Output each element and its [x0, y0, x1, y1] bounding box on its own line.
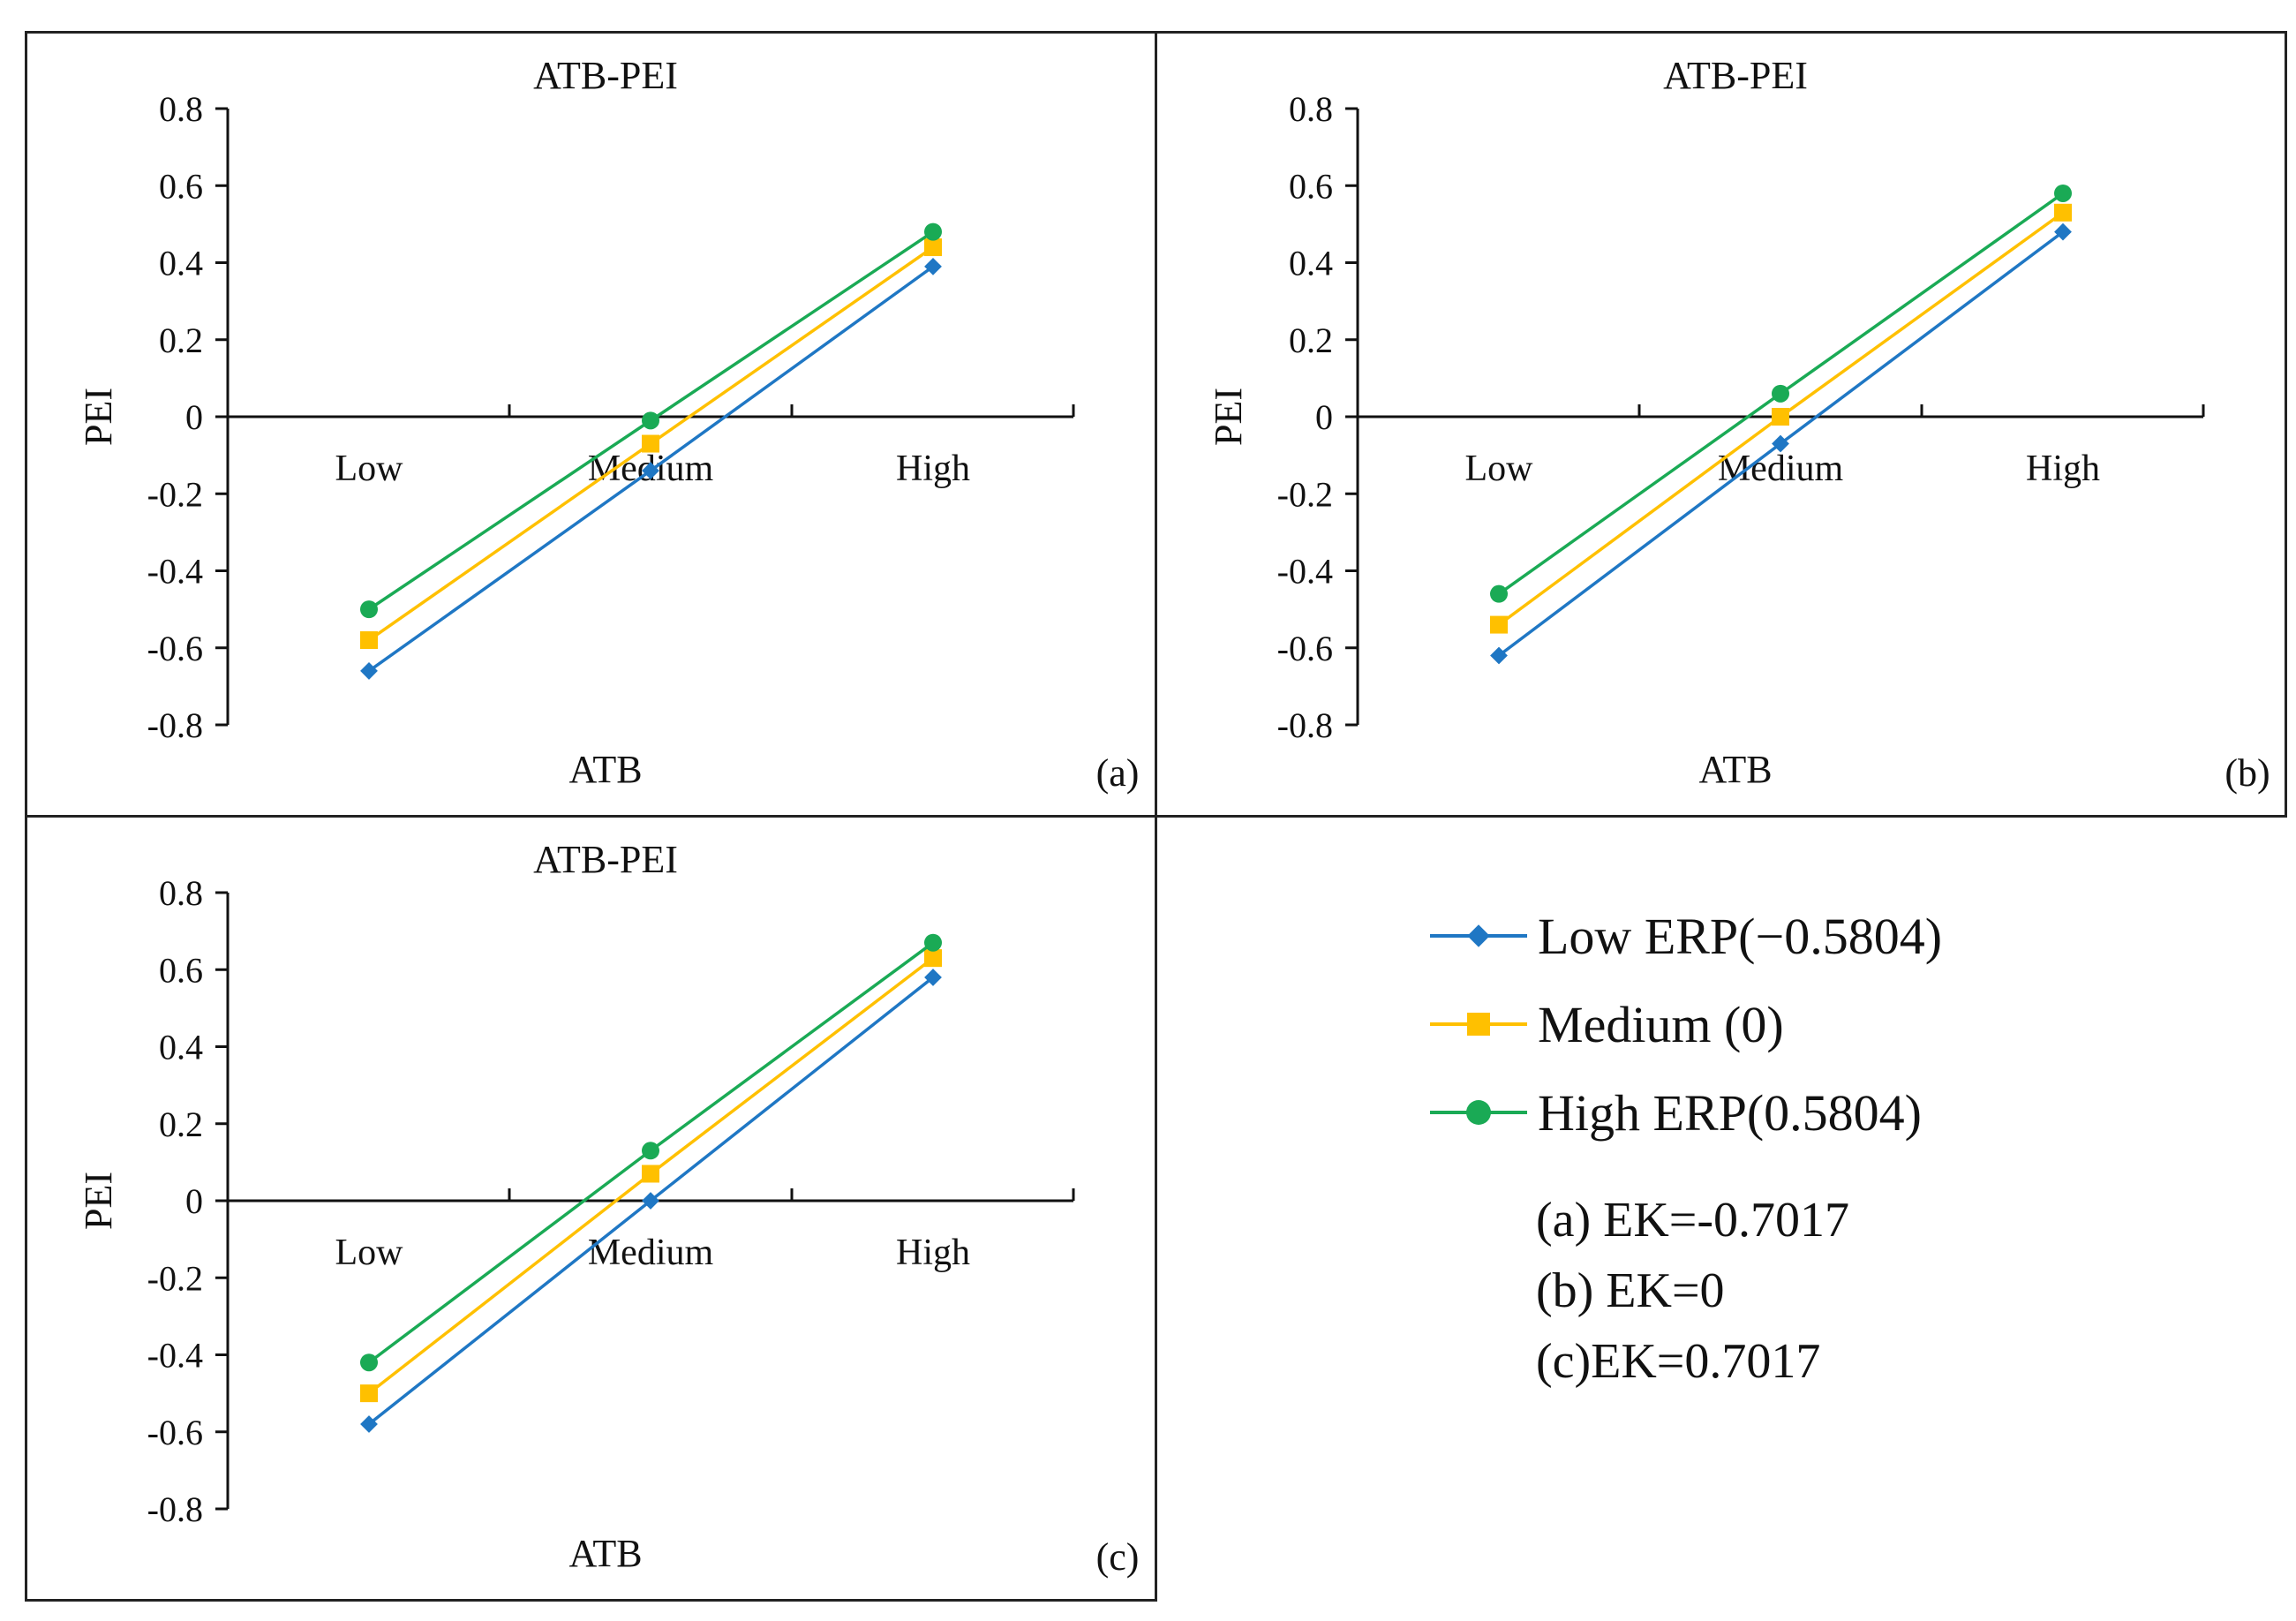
data-point-low	[1490, 646, 1508, 665]
chart-title: ATB-PEI	[533, 838, 678, 881]
chart-panel-b: ATB-PEI 0.8 0.6 0.4 0.2 0 -0.2 -0.4 -0.6 -0.8 Low M…	[1155, 31, 2287, 818]
panel-label: (b)	[2224, 751, 2270, 795]
x-tick-label: Low	[1465, 449, 1534, 489]
data-point-high	[1490, 584, 1508, 603]
y-tick-label: -0.4	[147, 552, 203, 592]
chart-b-svg: ATB-PEI 0.8 0.6 0.4 0.2 0 -0.2 -0.4 -0.6 -0.8 Low M…	[1207, 54, 2270, 795]
data-point-high	[360, 600, 378, 619]
y-tick-label: 0.6	[159, 950, 203, 990]
panel-label: (c)	[1096, 1535, 1140, 1579]
legend-label-medium: Medium (0)	[1538, 995, 1784, 1053]
data-point-high	[1772, 384, 1789, 403]
y-tick-label: 0.8	[159, 89, 203, 129]
data-point-medium	[924, 238, 942, 257]
data-point-medium	[2054, 203, 2072, 222]
y-tick-label: -0.6	[147, 629, 203, 668]
y-tick-label: -0.6	[1277, 629, 1333, 668]
data-point-high	[924, 222, 942, 241]
legend: Low ERP(−0.5804) Medium (0) High ERP(0.5…	[1430, 901, 2224, 1430]
y-tick-label: 0.4	[159, 244, 203, 283]
y-tick-label: 0	[185, 397, 203, 437]
y-axis-label: PEI	[77, 388, 120, 446]
data-point-high	[642, 411, 659, 430]
y-tick-label: -0.8	[147, 1489, 203, 1529]
data-point-high	[924, 933, 942, 952]
data-point-medium	[642, 1165, 659, 1183]
data-point-high	[642, 1142, 659, 1160]
chart-a-svg: ATB-PEI0.80.60.40.20-0.2-0.4-0.6-0.8LowM…	[77, 54, 1140, 795]
y-tick-label: -0.6	[147, 1413, 203, 1452]
chart-panel-a: ATB-PEI0.80.60.40.20-0.2-0.4-0.6-0.8LowM…	[25, 31, 1157, 818]
x-axis-label: ATB	[568, 748, 642, 791]
y-tick-label: -0.8	[1277, 705, 1333, 745]
legend-marker-high	[1430, 1100, 1527, 1125]
y-tick-label: -0.2	[1277, 474, 1333, 514]
chart-c-svg: ATB-PEI 0.8 0.6 0.4 0.2 0 -0.2 -0.4 -0.6 -0.8 Low M…	[77, 838, 1140, 1579]
data-point-low	[924, 257, 942, 275]
y-tick-label: 0.4	[1289, 244, 1333, 283]
data-point-high	[360, 1353, 378, 1372]
y-tick-label: -0.4	[147, 1336, 203, 1376]
diamond-marker-icon	[1467, 924, 1490, 947]
y-tick-label: 0.2	[159, 320, 203, 360]
square-marker-icon	[1467, 1013, 1490, 1036]
circle-marker-icon	[1466, 1100, 1491, 1125]
legend-label-high: High ERP(0.5804)	[1538, 1083, 1922, 1142]
legend-note-c: (c)EK=0.7017	[1536, 1334, 1821, 1389]
data-point-low	[642, 1192, 659, 1210]
legend-item-high: High ERP(0.5804)	[1430, 1077, 1922, 1148]
y-tick-label: -0.2	[147, 474, 203, 514]
y-tick-label: 0.6	[1289, 166, 1333, 206]
data-point-low	[360, 1415, 378, 1433]
legend-label-low: Low ERP(−0.5804)	[1538, 907, 1943, 965]
y-tick-label: -0.8	[147, 705, 203, 745]
data-point-medium	[642, 434, 659, 453]
y-tick-label: 0	[185, 1181, 203, 1221]
x-tick-label: High	[2026, 449, 2100, 489]
legend-note-a: (a) EK=-0.7017	[1536, 1193, 1850, 1248]
x-tick-label: Low	[335, 1233, 404, 1273]
legend-marker-low	[1430, 924, 1527, 947]
x-tick-label: Low	[335, 449, 404, 489]
y-tick-label: -0.4	[1277, 552, 1333, 592]
y-axis-label: PEI	[77, 1172, 120, 1230]
x-axis-label: ATB	[568, 1532, 642, 1575]
x-tick-label: High	[896, 1233, 970, 1273]
legend-marker-medium	[1430, 1013, 1527, 1036]
y-tick-label: 0.4	[159, 1028, 203, 1067]
panel-label: (a)	[1096, 751, 1140, 795]
data-point-medium	[360, 1384, 378, 1403]
legend-note-b: (b) EK=0	[1536, 1263, 1725, 1318]
data-point-medium	[1772, 408, 1789, 426]
data-point-medium	[1490, 615, 1508, 634]
data-point-low	[1772, 434, 1789, 453]
y-tick-label: 0.8	[1289, 89, 1333, 129]
y-tick-label: 0.6	[159, 166, 203, 206]
chart-title: ATB-PEI	[533, 54, 678, 97]
y-axis-label: PEI	[1207, 388, 1250, 446]
y-tick-label: 0.8	[159, 873, 203, 913]
data-point-medium	[924, 949, 942, 968]
data-point-high	[2054, 184, 2072, 202]
legend-item-low: Low ERP(−0.5804)	[1430, 901, 1942, 971]
y-tick-label: 0.2	[1289, 320, 1333, 360]
chart-title: ATB-PEI	[1663, 54, 1808, 97]
data-point-low	[360, 662, 378, 680]
data-point-low	[2054, 222, 2072, 241]
x-tick-label: Medium	[588, 1233, 714, 1273]
y-tick-label: 0	[1315, 397, 1333, 437]
chart-panel-c: ATB-PEI 0.8 0.6 0.4 0.2 0 -0.2 -0.4 -0.6 -0.8 Low M…	[25, 815, 1157, 1602]
x-axis-label: ATB	[1698, 748, 1772, 791]
y-tick-label: 0.2	[159, 1105, 203, 1144]
legend-item-medium: Medium (0)	[1430, 989, 1784, 1059]
x-tick-label: High	[896, 449, 970, 489]
data-point-medium	[360, 631, 378, 650]
data-point-low	[924, 969, 942, 986]
x-tick-label: Medium	[1718, 449, 1844, 489]
y-tick-label: -0.2	[147, 1258, 203, 1298]
